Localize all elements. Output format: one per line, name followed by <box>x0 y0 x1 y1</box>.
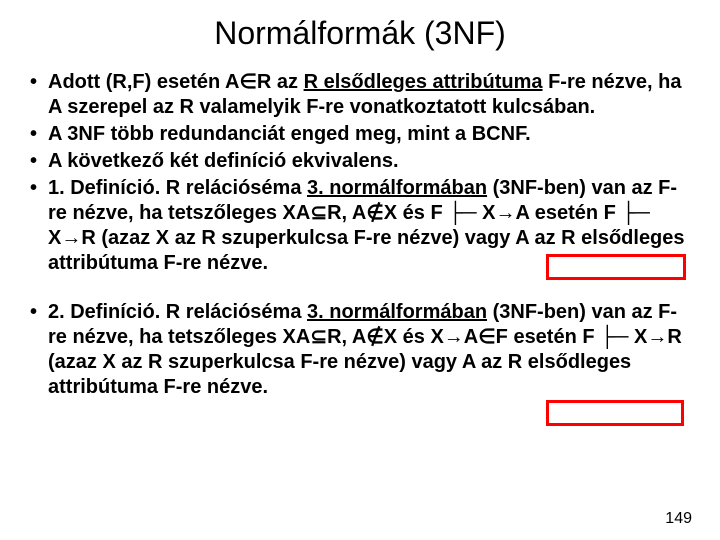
bullet-item: Adott (R,F) esetén A∈R az R elsődleges a… <box>30 70 690 120</box>
bullet-list-2: 2. Definíció. R relációséma 3. normálfor… <box>30 300 690 400</box>
highlight-box <box>546 254 686 280</box>
bullet-item: 2. Definíció. R relációséma 3. normálfor… <box>30 300 690 400</box>
bullet-list: Adott (R,F) esetén A∈R az R elsődleges a… <box>30 70 690 276</box>
page-number: 149 <box>665 510 692 528</box>
bullet-item: A 3NF több redundanciát enged meg, mint … <box>30 122 690 147</box>
bullet-item: A következő két definíció ekvivalens. <box>30 149 690 174</box>
slide: Normálformák (3NF) Adott (R,F) esetén A∈… <box>0 0 720 540</box>
spacer <box>30 278 690 300</box>
slide-title: Normálformák (3NF) <box>30 15 690 52</box>
highlight-box <box>546 400 684 426</box>
